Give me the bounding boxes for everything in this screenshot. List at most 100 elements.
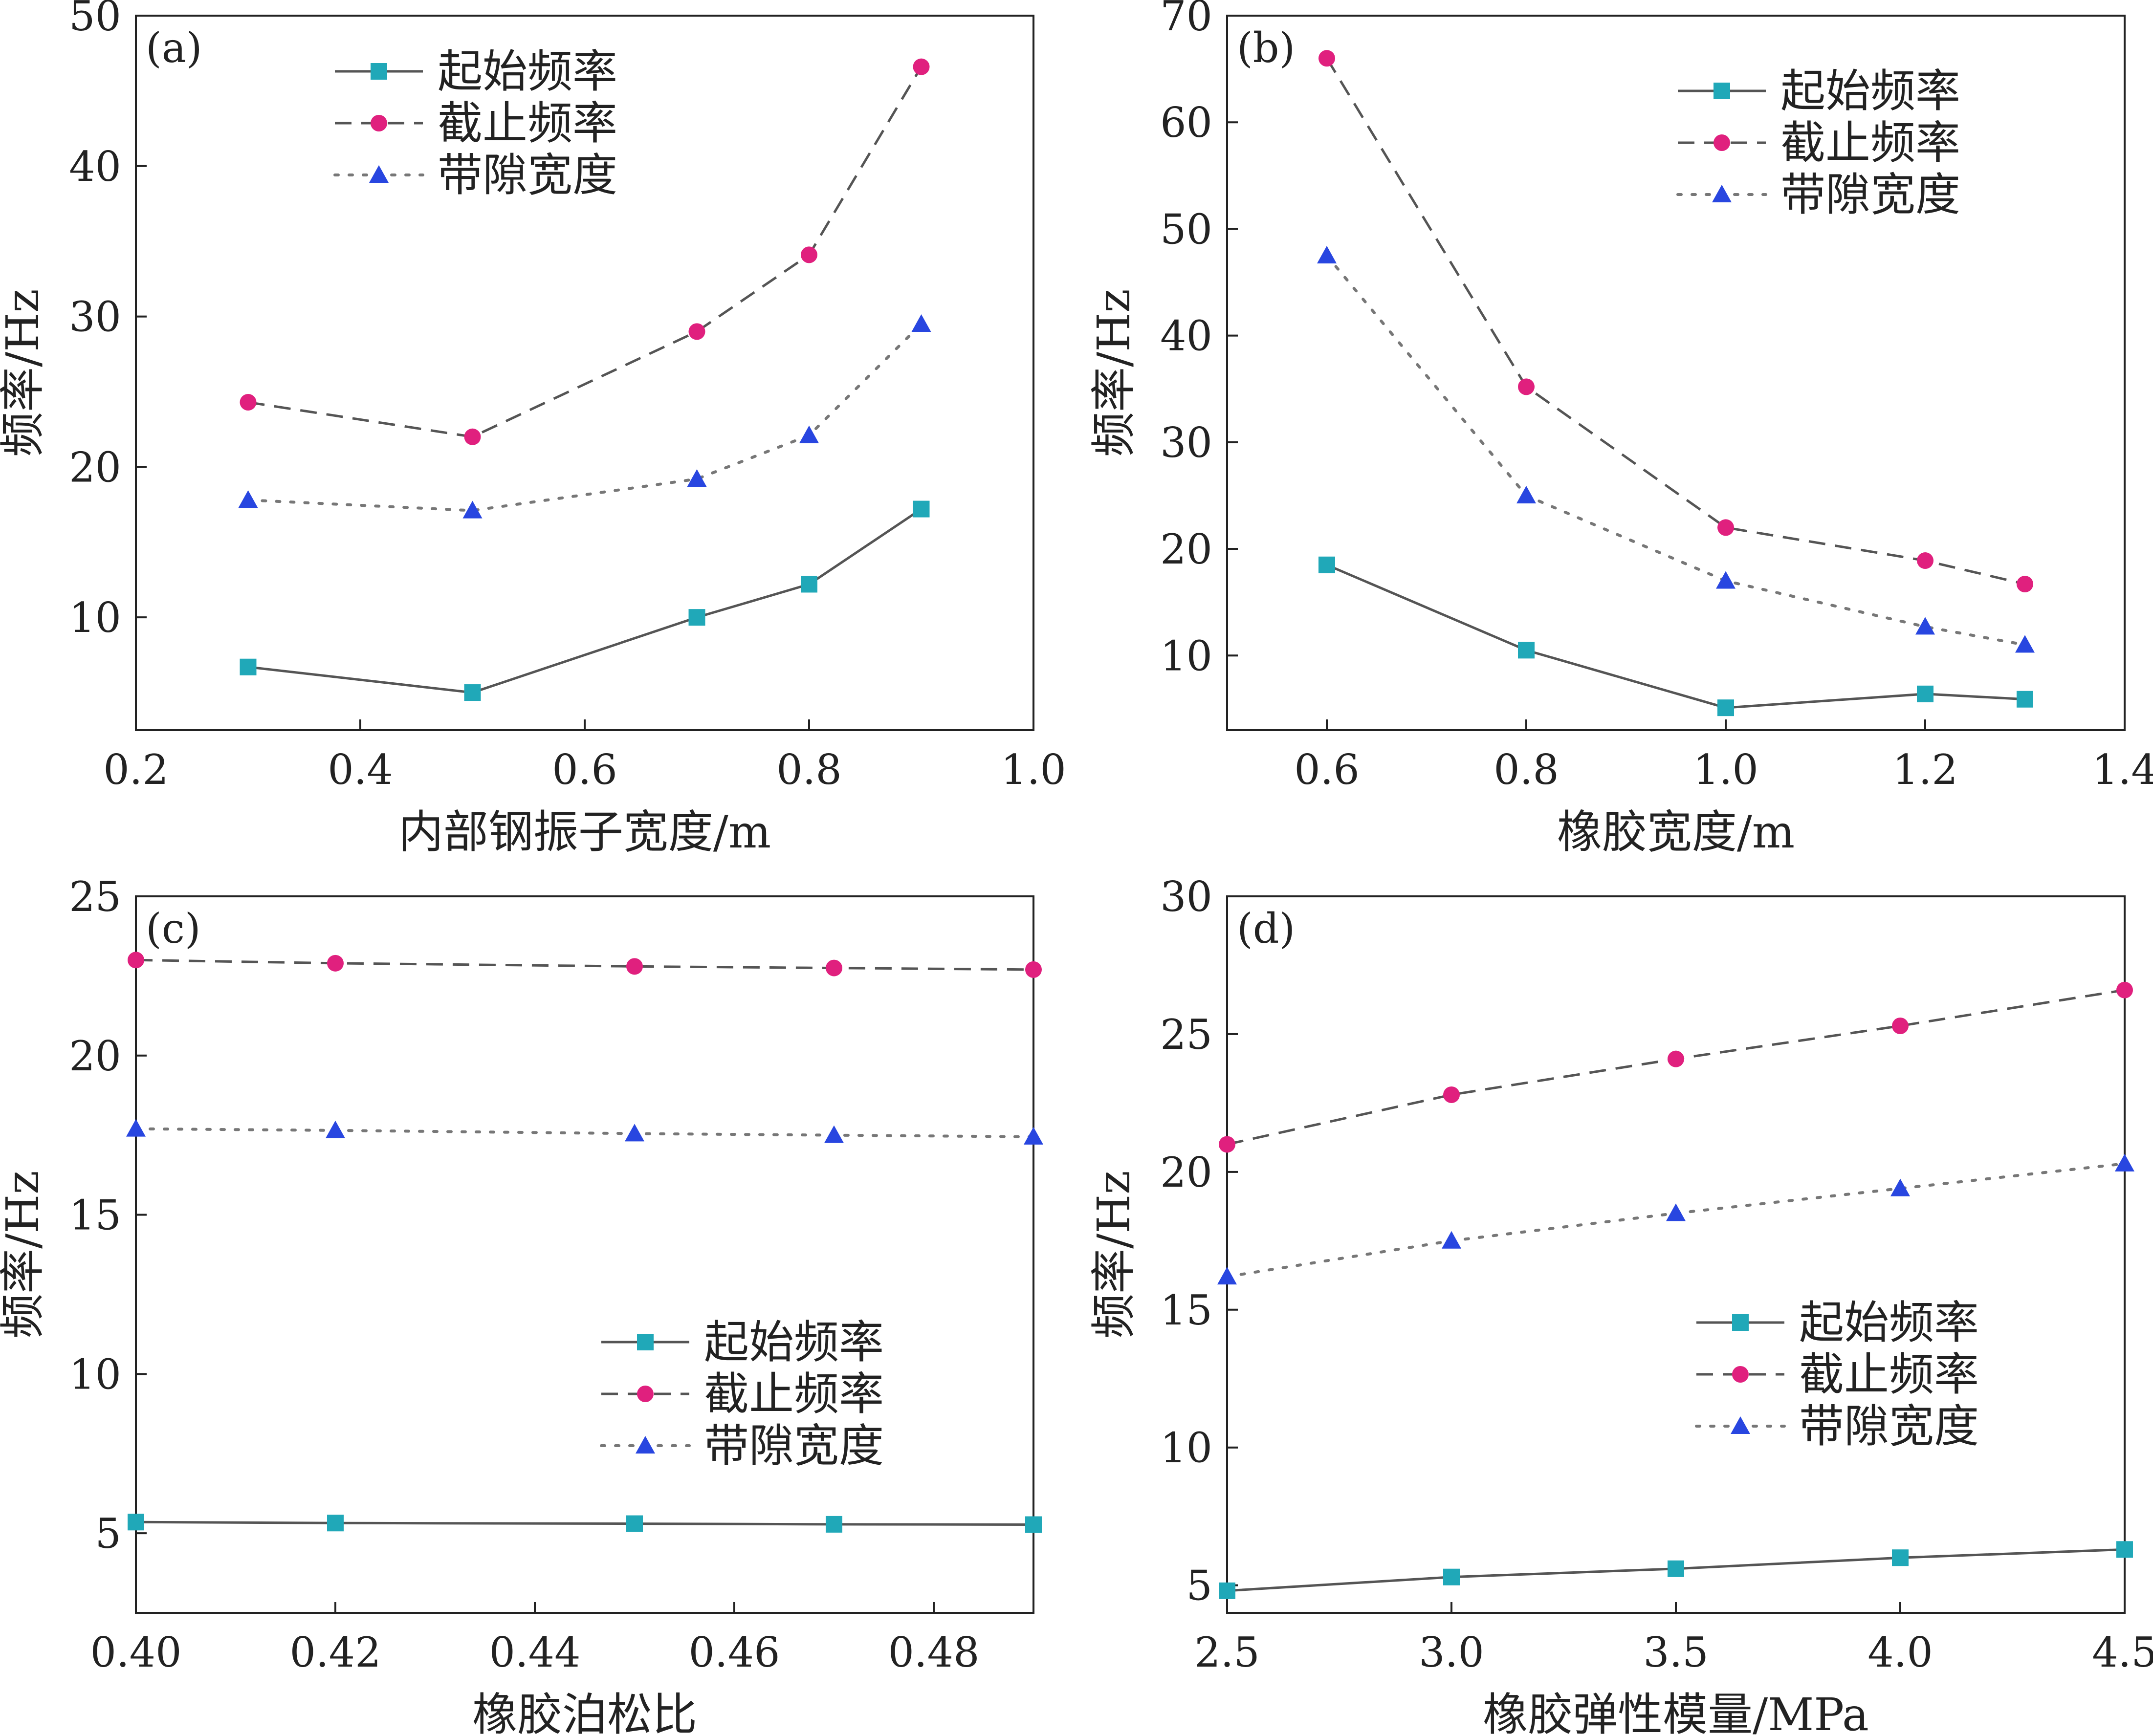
y-tick-label: 20 bbox=[69, 443, 121, 491]
y-tick-label: 30 bbox=[1160, 873, 1212, 921]
x-tick-label: 0.42 bbox=[289, 1628, 381, 1676]
data-point-start bbox=[688, 609, 705, 626]
panel-tag: (b) bbox=[1237, 24, 1295, 72]
legend-marker-cutoff bbox=[371, 115, 387, 131]
x-axis-title: 内部钢振子宽度/m bbox=[398, 806, 771, 858]
y-tick-label: 5 bbox=[1186, 1562, 1212, 1610]
legend-label-cutoff: 截止频率 bbox=[704, 1368, 884, 1420]
series-start bbox=[1318, 556, 2033, 716]
y-tick-label: 60 bbox=[1160, 99, 1212, 147]
series-start bbox=[240, 500, 930, 701]
series-line-start bbox=[135, 1520, 1034, 1526]
data-point-start bbox=[913, 500, 930, 518]
series-line-cutoff bbox=[135, 958, 1034, 971]
y-tick-label: 25 bbox=[69, 873, 121, 921]
chart-panel-a: 0.2 0.4 0.6 0.8 1.0 10 20 30 40 50 内部钢振子宽度/m 频率/Hz (… bbox=[0, 0, 1066, 858]
legend-label-cutoff: 截止频率 bbox=[1780, 117, 1960, 169]
data-point-start bbox=[1892, 1549, 1909, 1566]
x-tick-label: 0.6 bbox=[1294, 746, 1360, 794]
y-axis-title: 频率/Hz bbox=[0, 289, 49, 457]
series-line-width bbox=[134, 1127, 1035, 1138]
x-tick-label: 1.4 bbox=[2092, 746, 2153, 794]
data-point-width bbox=[2115, 1153, 2134, 1172]
y-tick-label: 15 bbox=[69, 1192, 121, 1239]
data-point-width bbox=[1890, 1178, 1910, 1196]
legend-marker-start bbox=[1732, 1314, 1749, 1331]
y-axis-title: 频率/Hz bbox=[1088, 1171, 1140, 1339]
y-tick-label: 30 bbox=[1160, 419, 1212, 467]
data-point-cutoff bbox=[2116, 981, 2133, 998]
data-point-cutoff bbox=[1668, 1050, 1684, 1067]
x-tick-label: 0.8 bbox=[1494, 746, 1559, 794]
data-point-width bbox=[462, 500, 483, 519]
series-cutoff bbox=[1219, 981, 2133, 1153]
legend-marker-width bbox=[1712, 185, 1732, 202]
x-tick-label: 4.0 bbox=[1867, 1628, 1933, 1676]
x-axis-title: 橡胶弹性模量/MPa bbox=[1483, 1689, 1869, 1736]
data-point-cutoff bbox=[1443, 1086, 1460, 1103]
series-start bbox=[128, 1514, 1042, 1533]
data-point-start bbox=[1717, 699, 1734, 716]
y-tick-label: 40 bbox=[1160, 312, 1212, 360]
x-tick-label: 0.40 bbox=[90, 1628, 181, 1676]
series-line-width bbox=[1325, 254, 2026, 647]
plot-frame bbox=[135, 895, 1034, 1614]
y-tick-label: 40 bbox=[69, 143, 121, 191]
y-tick-label: 15 bbox=[1160, 1286, 1212, 1334]
data-point-cutoff bbox=[626, 958, 643, 975]
legend-marker-cutoff bbox=[1732, 1366, 1749, 1383]
data-point-start bbox=[1917, 685, 1933, 702]
data-point-start bbox=[240, 658, 257, 675]
data-point-cutoff bbox=[1518, 378, 1535, 395]
y-tick-label: 50 bbox=[69, 0, 121, 40]
legend-marker-width bbox=[636, 1436, 655, 1454]
data-point-cutoff bbox=[1892, 1018, 1909, 1035]
data-point-width bbox=[2015, 635, 2035, 653]
series-cutoff bbox=[128, 952, 1042, 978]
data-point-start bbox=[1668, 1560, 1684, 1577]
chart-panel-c: 0.40 0.42 0.44 0.46 0.48 5 10 15 20 25 橡胶泊松比 频率/Hz (… bbox=[0, 873, 1043, 1736]
data-point-cutoff bbox=[327, 955, 344, 972]
data-point-cutoff bbox=[1025, 961, 1042, 978]
data-point-width bbox=[1666, 1203, 1686, 1221]
panel-tag: (a) bbox=[146, 24, 202, 72]
legend-label-width: 带隙宽度 bbox=[704, 1420, 884, 1472]
legend-label-start: 起始频率 bbox=[1780, 65, 1960, 117]
x-tick-label: 0.2 bbox=[103, 746, 169, 794]
x-axis-title: 橡胶宽度/m bbox=[1557, 806, 1795, 858]
plot-frame bbox=[1226, 895, 2126, 1614]
x-tick-label: 3.0 bbox=[1419, 1628, 1484, 1676]
x-axis-title: 橡胶泊松比 bbox=[472, 1689, 697, 1736]
y-tick-label: 50 bbox=[1160, 205, 1212, 253]
y-axis-title: 频率/Hz bbox=[0, 1171, 49, 1339]
data-point-width bbox=[799, 425, 819, 443]
legend-marker-width bbox=[1731, 1416, 1750, 1434]
series-width bbox=[238, 314, 931, 519]
series-width bbox=[126, 1119, 1043, 1145]
data-point-width bbox=[1915, 617, 1935, 635]
data-point-width bbox=[238, 490, 258, 508]
legend-label-start: 起始频率 bbox=[704, 1316, 884, 1368]
x-tick-label: 0.6 bbox=[552, 746, 617, 794]
y-axis-title: 频率/Hz bbox=[1088, 289, 1140, 457]
chart-panel-d: 2.5 3.0 3.5 4.0 4.5 5 10 15 20 25 30 橡胶弹性模量/MPa 频率/H… bbox=[1088, 873, 2153, 1736]
data-point-cutoff bbox=[801, 246, 817, 263]
series-line-start bbox=[248, 508, 922, 694]
legend-marker-start bbox=[637, 1334, 654, 1350]
y-tick-label: 30 bbox=[69, 293, 121, 341]
data-point-start bbox=[2116, 1541, 2133, 1558]
legend-marker-start bbox=[1714, 83, 1730, 99]
x-tick-label: 1.2 bbox=[1892, 746, 1958, 794]
y-tick-label: 10 bbox=[69, 1350, 121, 1398]
data-point-width bbox=[911, 314, 931, 332]
x-tick-label: 1.0 bbox=[1693, 746, 1758, 794]
data-point-cutoff bbox=[1917, 552, 1933, 569]
data-point-width bbox=[1442, 1231, 1461, 1249]
series-cutoff bbox=[1318, 50, 2033, 593]
data-point-cutoff bbox=[1717, 519, 1734, 536]
y-tick-label: 5 bbox=[95, 1510, 121, 1558]
data-point-start bbox=[128, 1514, 144, 1531]
